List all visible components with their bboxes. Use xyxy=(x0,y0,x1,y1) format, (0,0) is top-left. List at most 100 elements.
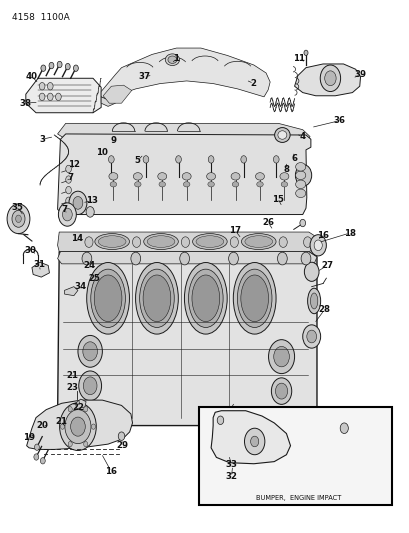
Ellipse shape xyxy=(281,182,287,187)
Circle shape xyxy=(62,208,72,221)
Ellipse shape xyxy=(134,182,141,187)
Text: 16: 16 xyxy=(316,231,328,240)
Ellipse shape xyxy=(256,182,263,187)
Ellipse shape xyxy=(133,173,142,180)
Polygon shape xyxy=(27,400,132,449)
Circle shape xyxy=(275,383,287,399)
Ellipse shape xyxy=(307,288,320,314)
Ellipse shape xyxy=(295,189,305,198)
Circle shape xyxy=(303,237,311,247)
Circle shape xyxy=(268,340,294,374)
Circle shape xyxy=(68,407,72,412)
Ellipse shape xyxy=(295,163,305,171)
Circle shape xyxy=(49,62,54,69)
Circle shape xyxy=(82,252,92,265)
Circle shape xyxy=(47,83,53,90)
Ellipse shape xyxy=(86,263,129,334)
Text: 15: 15 xyxy=(272,195,283,204)
Circle shape xyxy=(273,156,279,163)
Circle shape xyxy=(313,240,321,251)
Polygon shape xyxy=(75,399,86,409)
Circle shape xyxy=(73,65,78,71)
Text: 24: 24 xyxy=(83,261,95,270)
Ellipse shape xyxy=(233,263,275,334)
Circle shape xyxy=(208,156,213,163)
Text: 4: 4 xyxy=(299,132,305,141)
Circle shape xyxy=(83,441,88,447)
Text: 3: 3 xyxy=(39,135,45,144)
Circle shape xyxy=(79,371,101,401)
Circle shape xyxy=(65,410,91,443)
Circle shape xyxy=(55,93,61,101)
Polygon shape xyxy=(32,262,49,277)
Circle shape xyxy=(277,252,287,265)
Circle shape xyxy=(85,237,93,247)
Text: 40: 40 xyxy=(26,72,38,81)
Ellipse shape xyxy=(165,54,179,66)
Text: 35: 35 xyxy=(12,203,24,212)
Circle shape xyxy=(319,65,340,92)
Ellipse shape xyxy=(159,182,165,187)
Circle shape xyxy=(108,156,114,163)
Text: 13: 13 xyxy=(85,196,98,205)
Circle shape xyxy=(179,252,189,265)
Bar xyxy=(198,407,391,505)
Polygon shape xyxy=(211,411,290,464)
Circle shape xyxy=(65,63,70,70)
Circle shape xyxy=(250,436,258,447)
Ellipse shape xyxy=(139,269,174,327)
Ellipse shape xyxy=(147,236,175,247)
Circle shape xyxy=(7,204,30,233)
Text: 10: 10 xyxy=(96,148,108,157)
Text: 27: 27 xyxy=(320,261,333,270)
Polygon shape xyxy=(64,287,78,296)
Circle shape xyxy=(69,191,87,215)
Text: 37: 37 xyxy=(138,72,151,81)
Polygon shape xyxy=(101,48,270,100)
Circle shape xyxy=(230,237,238,247)
Circle shape xyxy=(181,237,189,247)
Text: 2: 2 xyxy=(250,79,256,88)
Text: 21: 21 xyxy=(55,417,67,426)
Circle shape xyxy=(16,215,21,222)
Ellipse shape xyxy=(98,236,126,247)
Circle shape xyxy=(271,378,291,405)
Text: 38: 38 xyxy=(19,99,31,108)
Ellipse shape xyxy=(144,233,178,249)
Ellipse shape xyxy=(110,182,116,187)
Circle shape xyxy=(91,424,95,429)
Polygon shape xyxy=(26,78,101,113)
Ellipse shape xyxy=(143,275,171,321)
Ellipse shape xyxy=(295,180,305,189)
Ellipse shape xyxy=(295,171,305,180)
Text: 30: 30 xyxy=(25,246,36,255)
Text: 21: 21 xyxy=(67,370,79,379)
Circle shape xyxy=(40,458,45,464)
Circle shape xyxy=(78,335,102,367)
Ellipse shape xyxy=(182,173,191,180)
Circle shape xyxy=(306,330,316,343)
Text: 1: 1 xyxy=(173,54,179,62)
Ellipse shape xyxy=(232,182,238,187)
Text: BUMPER,  ENGINE IMPACT: BUMPER, ENGINE IMPACT xyxy=(255,495,341,501)
Text: 23: 23 xyxy=(67,383,79,392)
Polygon shape xyxy=(103,85,131,103)
Ellipse shape xyxy=(196,236,223,247)
Ellipse shape xyxy=(168,56,176,63)
Circle shape xyxy=(300,252,310,265)
Text: 20: 20 xyxy=(36,421,48,430)
Circle shape xyxy=(324,71,335,86)
Polygon shape xyxy=(57,134,310,215)
Text: 11: 11 xyxy=(292,54,304,63)
Circle shape xyxy=(273,346,289,367)
Text: 5: 5 xyxy=(135,156,140,165)
Text: 22: 22 xyxy=(72,402,84,411)
Circle shape xyxy=(303,262,318,281)
Ellipse shape xyxy=(184,263,227,334)
Polygon shape xyxy=(294,64,360,96)
Circle shape xyxy=(57,61,62,68)
Circle shape xyxy=(41,65,46,71)
Circle shape xyxy=(34,444,39,450)
Polygon shape xyxy=(57,232,316,252)
Polygon shape xyxy=(57,123,309,143)
